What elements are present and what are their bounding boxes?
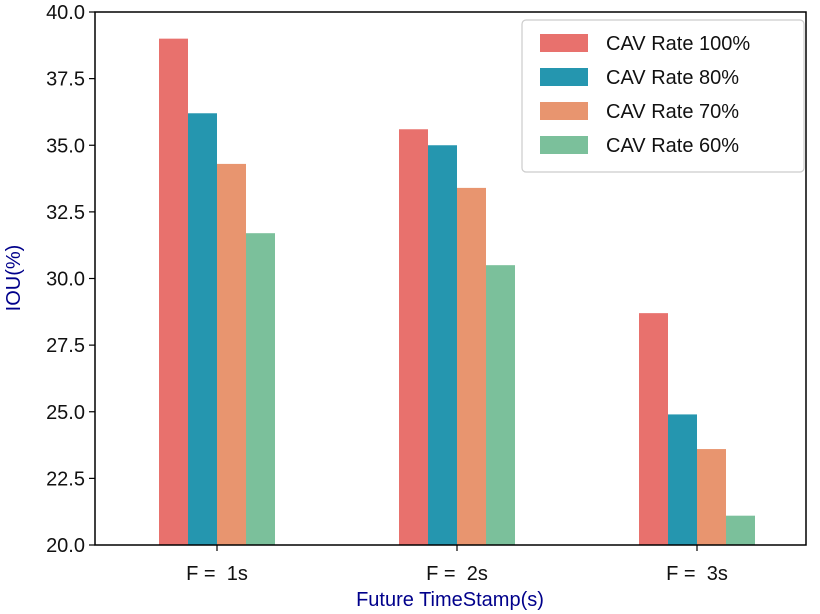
bar-2-4 [486, 265, 515, 545]
legend-swatch-1 [540, 34, 588, 52]
bar-2-2 [428, 145, 457, 545]
legend-swatch-2 [540, 68, 588, 86]
y-tick-label-8: 40.0 [46, 2, 85, 24]
bar-1-2 [188, 113, 217, 546]
y-tick-label-2: 25.0 [46, 402, 85, 424]
bar-1-3 [217, 163, 246, 545]
bar-1-4 [246, 233, 275, 545]
bar-3-4 [726, 515, 755, 545]
y-tick-label-7: 37.5 [46, 69, 85, 91]
bars-layer [159, 38, 755, 546]
x-tick-label-2: F = 3s [666, 563, 728, 585]
x-tick-label-0: F = 1s [186, 563, 248, 585]
y-tick-label-6: 35.0 [46, 135, 85, 157]
legend-swatch-3 [540, 102, 588, 120]
y-tick-label-4: 30.0 [46, 269, 85, 291]
x-tick-label-1: F = 2s [426, 563, 488, 585]
bar-2-3 [457, 187, 486, 545]
x-axis-ticks: F = 1s F = 2s F = 3s [186, 545, 728, 585]
bar-2-1 [399, 129, 428, 545]
y-tick-label-0: 20.0 [46, 535, 85, 557]
y-tick-label-1: 22.5 [46, 468, 85, 490]
legend-label-2: CAV Rate 80% [606, 67, 739, 89]
legend-swatch-4 [540, 136, 588, 154]
y-axis-title: IOU(%) [3, 245, 25, 312]
bar-1-1 [159, 38, 188, 546]
y-tick-label-3: 27.5 [46, 335, 85, 357]
bar-3-3 [697, 449, 726, 545]
y-tick-label-5: 32.5 [46, 202, 85, 224]
bar-3-2 [668, 414, 697, 545]
legend-box [521, 19, 805, 173]
x-axis-title: Future TimeStamp(s) [356, 589, 544, 611]
legend-label-1: CAV Rate 100% [606, 33, 750, 55]
legend-label-4: CAV Rate 60% [606, 135, 739, 157]
legend: CAV Rate 100% CAV Rate 80% CAV Rate 70% CAV… [521, 19, 805, 173]
legend-label-3: CAV Rate 70% [606, 101, 739, 123]
y-axis-ticks: 20.0 22.5 25.0 27.5 30.0 32.5 35.0 37.5 40.0 [46, 2, 95, 557]
bar-3-1 [639, 313, 668, 545]
